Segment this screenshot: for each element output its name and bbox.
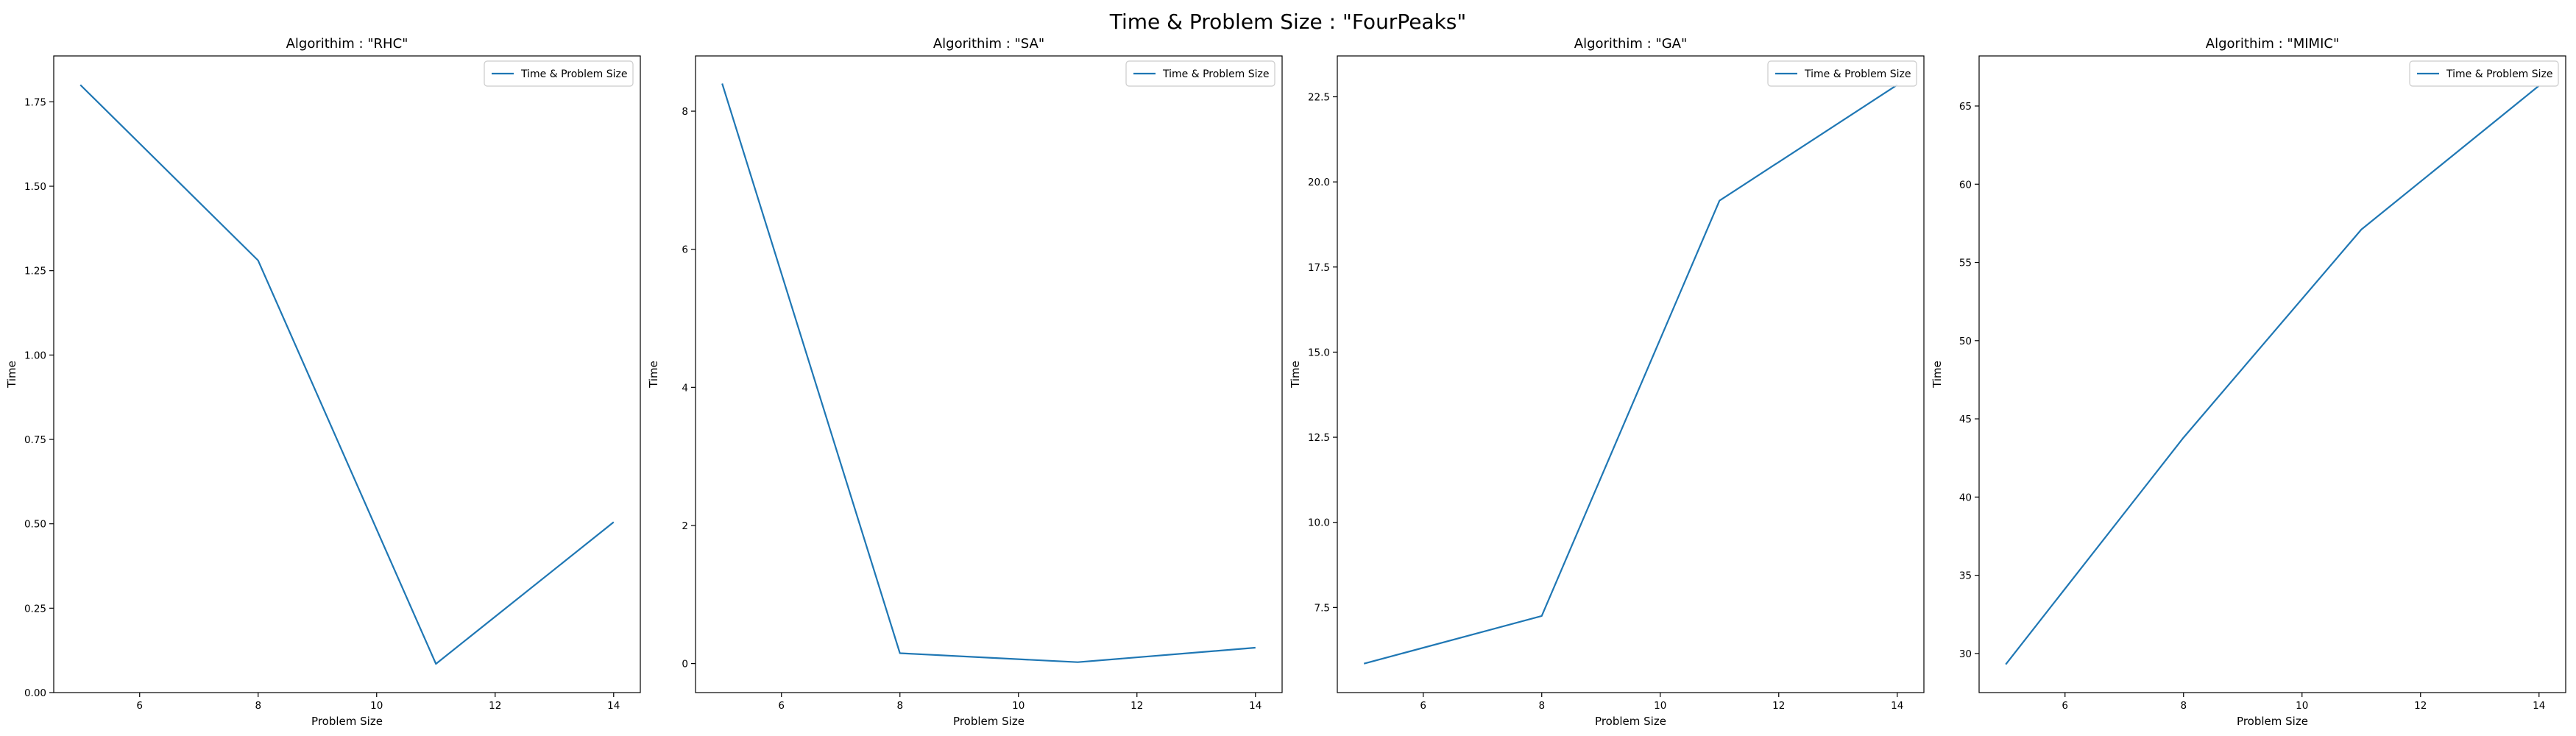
y-tick-label: 35: [1959, 570, 1972, 582]
x-tick-label: 6: [778, 700, 785, 712]
x-tick-label: 10: [370, 700, 383, 712]
x-tick-label: 14: [1249, 700, 1262, 712]
legend-box: [1125, 60, 1275, 87]
x-tick-label: 10: [2296, 700, 2308, 712]
y-tick-label: 12.5: [1308, 432, 1330, 444]
y-tick-label: 65: [1959, 101, 1972, 113]
series-line: [79, 84, 615, 665]
chart-title: Algorithim : "MIMIC": [2206, 36, 2339, 52]
legend-label: Time & Problem Size: [2446, 68, 2553, 80]
legend-box: [1767, 60, 1917, 87]
chart-title: Algorithim : "SA": [933, 36, 1044, 52]
x-tick-label: 14: [1891, 700, 1903, 712]
y-tick-label: 1.00: [24, 350, 46, 361]
y-tick-label: 50: [1959, 336, 1972, 347]
x-tick-label: 8: [1538, 700, 1545, 712]
legend: Time & Problem Size: [1767, 60, 1917, 87]
x-tick-label: 6: [136, 700, 143, 712]
x-tick-label: 14: [2533, 700, 2545, 712]
legend-label: Time & Problem Size: [1162, 68, 1270, 80]
y-tick-label: 45: [1959, 414, 1972, 425]
y-tick-label: 6: [682, 244, 688, 256]
y-tick-label: 30: [1959, 648, 1972, 660]
chart-title: Algorithim : "RHC": [286, 36, 408, 52]
y-tick-label: 4: [682, 382, 688, 394]
y-axis-label: Time: [5, 361, 18, 389]
legend-label: Time & Problem Size: [1804, 68, 1911, 80]
x-axis-label: Problem Size: [1595, 715, 1666, 728]
x-tick-label: 10: [1012, 700, 1025, 712]
x-tick-label: 12: [489, 700, 501, 712]
axes-frame: [1978, 55, 2566, 693]
x-tick-label: 8: [2180, 700, 2187, 712]
axes-frame: [53, 55, 641, 693]
y-tick-label: 55: [1959, 258, 1972, 269]
y-tick-label: 0.50: [24, 519, 46, 531]
x-tick-label: 12: [1130, 700, 1143, 712]
y-tick-label: 0.25: [24, 603, 46, 615]
legend-box: [2409, 60, 2559, 87]
y-axis-label: Time: [647, 361, 660, 389]
axes-frame: [1337, 55, 1925, 693]
y-tick-label: 1.75: [24, 96, 46, 108]
y-tick-label: 2: [682, 520, 688, 532]
legend-label: Time & Problem Size: [520, 68, 628, 80]
y-tick-label: 0.00: [24, 687, 46, 699]
y-tick-label: 1.25: [24, 266, 46, 277]
y-tick-label: 1.50: [24, 181, 46, 193]
chart-panel-3: Algorithim : "GA" 6 8 10 12 14 7.5 10.0 12.5 15.0…: [1289, 36, 1925, 728]
x-tick-label: 6: [1420, 700, 1426, 712]
y-tick-label: 7.5: [1314, 602, 1330, 614]
y-tick-label: 60: [1959, 179, 1972, 191]
series-line: [1363, 84, 1898, 665]
x-tick-label: 14: [607, 700, 620, 712]
series-line: [2005, 85, 2540, 665]
x-tick-label: 12: [1772, 700, 1785, 712]
chart-panel-4: Algorithim : "MIMIC" 6 8 10 12 14 30 35 40 45 50 55…: [1931, 36, 2566, 728]
x-axis-label: Problem Size: [2237, 715, 2308, 728]
x-tick-label: 8: [896, 700, 903, 712]
y-tick-label: 10.0: [1308, 517, 1330, 529]
y-tick-label: 40: [1959, 492, 1972, 503]
y-tick-label: 22.5: [1308, 92, 1330, 104]
chart-title: Algorithim : "GA": [1574, 36, 1687, 52]
y-tick-label: 17.5: [1308, 262, 1330, 274]
legend: Time & Problem Size: [1125, 60, 1275, 87]
chart-panel-1: Algorithim : "RHC" 6 8 10 12 14 0.00 0.25 0.50 0.…: [5, 36, 641, 728]
x-tick-label: 12: [2414, 700, 2427, 712]
y-axis-label: Time: [1289, 361, 1302, 389]
x-tick-label: 10: [1654, 700, 1666, 712]
y-tick-label: 8: [682, 106, 688, 118]
axes-frame: [695, 55, 1283, 693]
y-axis-label: Time: [1931, 361, 1944, 389]
y-tick-label: 0.75: [24, 434, 46, 446]
x-tick-label: 8: [255, 700, 261, 712]
x-axis-label: Problem Size: [311, 715, 383, 728]
figure-suptitle: Time & Problem Size : "FourPeaks": [1109, 10, 1467, 34]
x-tick-label: 6: [2062, 700, 2068, 712]
y-tick-label: 20.0: [1308, 177, 1330, 188]
legend: Time & Problem Size: [484, 60, 634, 87]
x-axis-label: Problem Size: [953, 715, 1025, 728]
y-tick-label: 0: [682, 659, 688, 670]
legend: Time & Problem Size: [2409, 60, 2559, 87]
chart-panel-2: Algorithim : "SA" 6 8 10 12 14 0 2 4 6 8 Problem Si…: [647, 36, 1283, 728]
legend-box: [484, 60, 634, 87]
series-line: [721, 83, 1256, 663]
y-tick-label: 15.0: [1308, 347, 1330, 358]
